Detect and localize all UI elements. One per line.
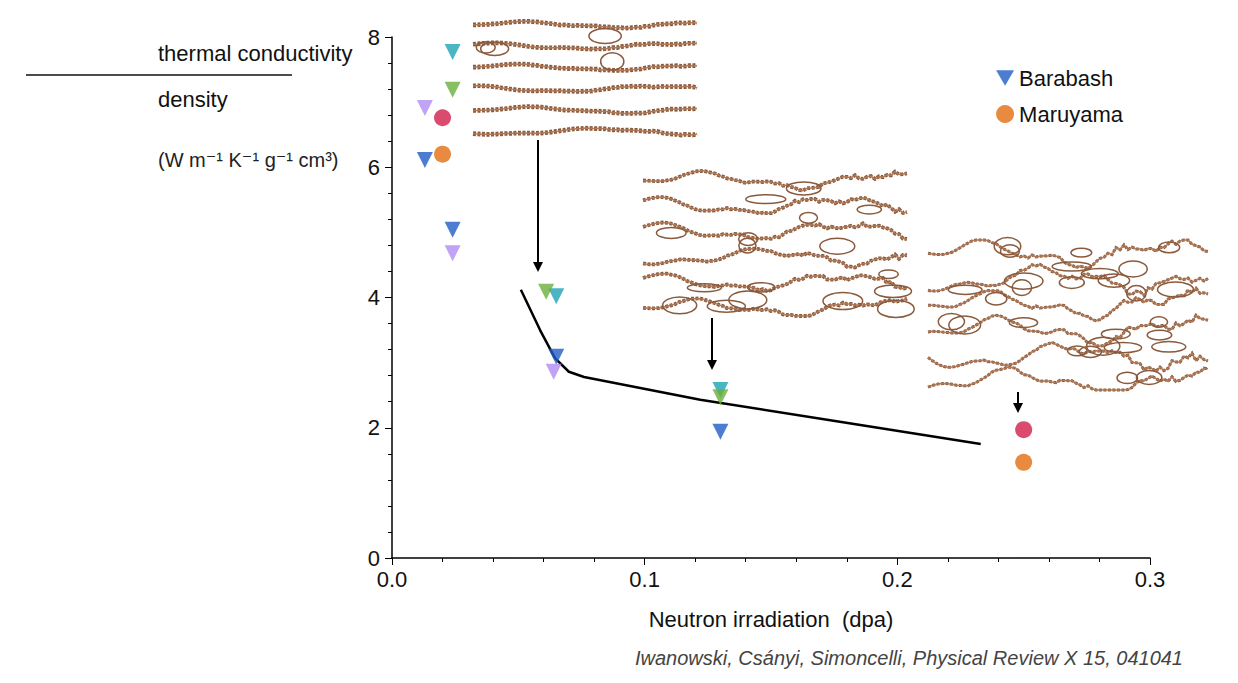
svg-text:0.0: 0.0	[377, 567, 408, 592]
svg-text:0.2: 0.2	[882, 567, 913, 592]
svg-text:6: 6	[368, 155, 380, 180]
svg-text:Iwanowski, Csányi, Simoncelli,: Iwanowski, Csányi, Simoncelli, Physical …	[635, 647, 1183, 669]
svg-text:thermal conductivity: thermal conductivity	[158, 41, 352, 66]
svg-text:4: 4	[368, 285, 380, 310]
svg-text:8: 8	[368, 25, 380, 50]
svg-text:0.3: 0.3	[1135, 567, 1166, 592]
svg-text:Maruyama: Maruyama	[1019, 102, 1124, 127]
svg-text:density: density	[158, 87, 228, 112]
svg-text:0: 0	[367, 545, 380, 571]
svg-text:2: 2	[368, 415, 380, 440]
svg-text:(W m⁻¹ K⁻¹ g⁻¹ cm³): (W m⁻¹ K⁻¹ g⁻¹ cm³)	[158, 149, 339, 171]
svg-text:0.1: 0.1	[629, 567, 660, 592]
svg-text:Barabash: Barabash	[1019, 66, 1113, 91]
svg-text:Neutron irradiation (dpa): Neutron irradiation (dpa)	[649, 607, 894, 632]
